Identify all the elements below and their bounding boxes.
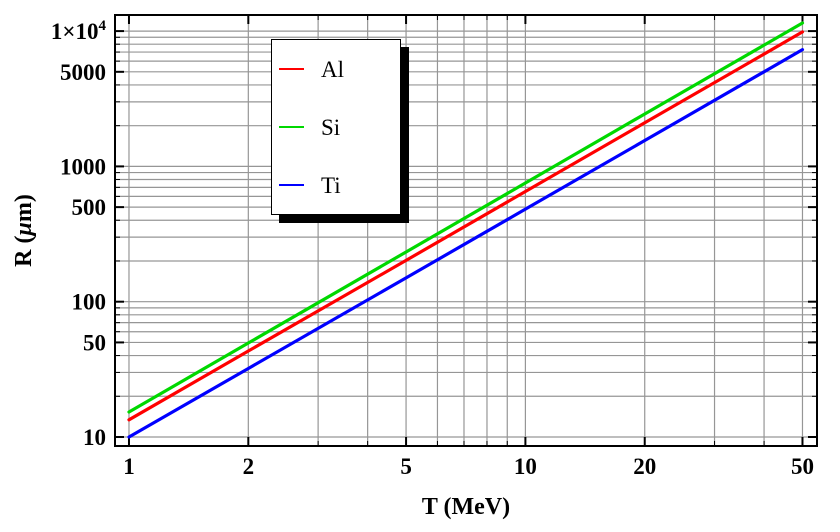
y-tick-label: 500: [72, 195, 107, 220]
plot-frame: [114, 14, 818, 447]
legend: Al Si Ti: [271, 39, 401, 215]
x-tick-label: 1: [123, 454, 135, 479]
x-axis-title: T (MeV): [422, 494, 510, 520]
legend-line-si: [279, 126, 304, 128]
legend-label-si: Si: [321, 114, 341, 140]
x-tick-label: 50: [791, 454, 814, 479]
x-tick-label: 10: [514, 454, 537, 479]
legend-label-ti: Ti: [321, 172, 341, 198]
y-tick-label: 100: [72, 290, 107, 315]
y-tick-label: 1×104: [51, 18, 107, 44]
x-tick-label: 20: [633, 454, 656, 479]
legend-item-al: Al: [272, 58, 400, 81]
series-line-al: [127, 30, 805, 422]
legend-line-ti: [279, 184, 304, 186]
legend-label-al: Al: [321, 56, 344, 82]
y-tick-label: 10: [83, 425, 106, 450]
y-tick-label: 50: [83, 330, 106, 355]
y-tick-label: 5000: [60, 60, 106, 85]
series-line-ti: [127, 48, 805, 439]
x-tick-label: 5: [400, 454, 412, 479]
legend-line-al: [279, 68, 304, 70]
x-tick-label: 2: [243, 454, 255, 479]
series-line-si: [127, 21, 805, 414]
y-tick-label: 1000: [60, 154, 106, 179]
y-axis-title: R (μm): [11, 194, 37, 267]
legend-item-ti: Ti: [272, 174, 400, 197]
legend-item-si: Si: [272, 116, 400, 139]
